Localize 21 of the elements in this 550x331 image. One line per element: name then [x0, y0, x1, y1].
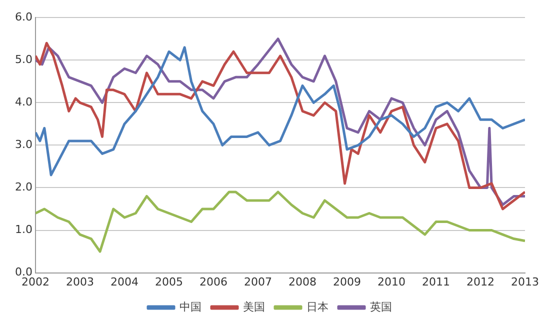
x-tick-label: 2012 [466, 275, 494, 288]
x-tick-label: 2010 [378, 275, 406, 288]
x-tick-label: 2007 [244, 275, 272, 288]
legend-label: 美国 [243, 300, 265, 314]
x-tick-label: 2011 [422, 275, 450, 288]
y-tick-label: 6.0 [14, 10, 32, 24]
y-tick-label: 5.0 [14, 52, 32, 66]
x-tick-label: 2008 [288, 275, 316, 288]
y-tick-label: 2.0 [14, 180, 32, 194]
x-tick-label: 2013 [511, 275, 540, 288]
y-tick-label: 4.0 [14, 96, 32, 109]
y-tick-label: 3.0 [14, 138, 32, 152]
legend-label: 日本 [306, 300, 328, 314]
x-tick-label: 2006 [199, 275, 228, 288]
y-tick-label: 1.0 [14, 223, 32, 236]
x-tick-label: 2004 [110, 275, 138, 288]
x-tick-label: 2009 [333, 275, 361, 288]
x-tick-label: 2005 [154, 275, 183, 288]
x-tick-label: 2003 [66, 275, 94, 288]
legend-label: 英国 [370, 300, 392, 314]
legend-label: 中国 [180, 300, 202, 314]
